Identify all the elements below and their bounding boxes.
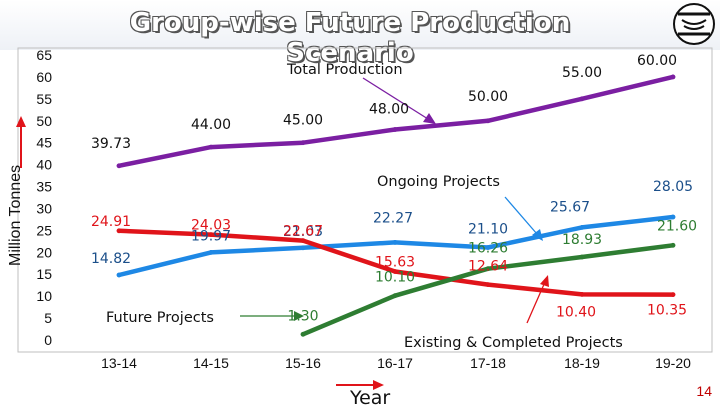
value-label: 24.91 — [91, 214, 131, 230]
data-point — [116, 228, 122, 234]
data-point — [670, 214, 676, 220]
value-label: 1.30 — [287, 308, 318, 324]
data-point — [208, 250, 214, 255]
value-label: 18.93 — [562, 232, 602, 248]
data-point — [485, 266, 491, 272]
y-axis-arrowhead — [16, 116, 26, 127]
data-point — [485, 245, 491, 250]
annotation-future-projects: Future Projects — [106, 310, 214, 326]
y-tick-label: 0 — [44, 332, 52, 348]
y-tick-label: 55 — [36, 91, 52, 107]
data-point — [392, 240, 398, 245]
value-label: 14.82 — [91, 251, 131, 267]
data-point — [579, 292, 585, 297]
value-label: 50.00 — [468, 89, 508, 105]
value-labels: 39.73 44.00 45.00 48.00 50.00 55.00 60.00 14.82… — [91, 53, 697, 324]
data-point — [579, 96, 585, 102]
data-point — [670, 74, 676, 80]
value-label: 44.00 — [191, 117, 231, 133]
value-label: 24.03 — [191, 218, 231, 234]
series-lines — [116, 74, 676, 337]
y-axis: 0 5 10 15 20 25 30 35 40 45 50 55 60 65 — [36, 47, 52, 348]
value-label: 28.05 — [653, 179, 693, 195]
ongoing-projects-pointer — [504, 196, 538, 235]
data-point — [300, 331, 306, 337]
y-tick-label: 35 — [36, 179, 52, 195]
data-point — [485, 118, 491, 124]
value-label: 19.97 — [191, 228, 231, 244]
value-label: 39.73 — [91, 136, 131, 152]
data-point — [392, 127, 398, 132]
annotation-ongoing-projects: Ongoing Projects — [377, 174, 500, 190]
value-label: 12.64 — [468, 259, 508, 275]
value-label: 22.27 — [373, 210, 413, 226]
x-axis: 13-14 14-15 15-16 16-17 17-18 18-19 19-20 — [101, 355, 691, 371]
value-label: 22.67 — [283, 224, 323, 240]
y-tick-label: 10 — [36, 288, 52, 304]
page-number: 14 — [696, 383, 712, 399]
title-bar — [0, 0, 720, 50]
data-point — [392, 269, 398, 274]
future-projects-pointer-head — [294, 311, 304, 321]
y-tick-label: 65 — [36, 47, 52, 63]
data-point — [485, 282, 491, 287]
x-tick-label: 15-16 — [285, 355, 321, 371]
value-label: 21.10 — [468, 221, 508, 237]
value-label: 16.26 — [468, 241, 508, 257]
y-tick-label: 25 — [36, 222, 52, 238]
value-label: 48.00 — [369, 102, 409, 118]
y-tick-label: 60 — [36, 69, 52, 85]
data-point — [208, 232, 214, 238]
data-point — [300, 238, 306, 244]
value-label: 25.67 — [550, 199, 590, 215]
data-point — [670, 292, 676, 297]
value-label: 15.63 — [375, 254, 415, 270]
y-tick-label: 5 — [44, 310, 52, 326]
x-tick-label: 13-14 — [101, 355, 137, 371]
value-label: 55.00 — [562, 65, 602, 81]
value-label: 10.10 — [375, 270, 415, 286]
value-label: 21.03 — [283, 224, 323, 240]
x-axis-arrowhead — [373, 380, 384, 390]
data-point — [392, 293, 398, 299]
x-tick-label: 19-20 — [655, 355, 691, 371]
y-tick-label: 20 — [36, 244, 52, 260]
data-point — [670, 242, 676, 248]
x-tick-label: 16-17 — [377, 355, 413, 371]
plot-area-frame — [17, 47, 713, 353]
existing-projects-pointer-head — [540, 275, 549, 287]
value-label: 21.60 — [657, 218, 697, 234]
y-tick-label: 15 — [36, 266, 52, 282]
x-tick-label: 17-18 — [470, 355, 506, 371]
x-axis-title: Year — [349, 387, 390, 405]
y-tick-label: 30 — [36, 200, 52, 216]
slide-title: Group-wise Future Production Scenario — [129, 8, 571, 68]
value-label: 45.00 — [283, 113, 323, 129]
x-tick-label: 14-15 — [193, 355, 229, 371]
data-point — [579, 254, 585, 260]
y-tick-label: 45 — [36, 135, 52, 151]
y-tick-label: 40 — [36, 157, 52, 173]
x-tick-label: 18-19 — [564, 355, 600, 371]
value-label: 10.40 — [556, 304, 596, 320]
data-point — [579, 225, 585, 230]
data-point — [300, 140, 306, 146]
annotation-total-production: Total Production — [286, 62, 403, 78]
annotation-existing-completed-projects: Existing & Completed Projects — [404, 335, 623, 351]
y-tick-label: 50 — [36, 113, 52, 129]
value-label: 60.00 — [637, 53, 677, 69]
data-point — [116, 163, 122, 169]
data-point — [116, 272, 122, 278]
data-point — [208, 144, 214, 150]
y-axis-title: Million Tonnes — [7, 165, 24, 266]
company-logo-icon — [673, 3, 715, 45]
data-point — [300, 245, 306, 251]
total-production-pointer — [362, 77, 429, 120]
value-label: 10.35 — [647, 303, 687, 319]
total-production-pointer-head — [423, 113, 436, 124]
